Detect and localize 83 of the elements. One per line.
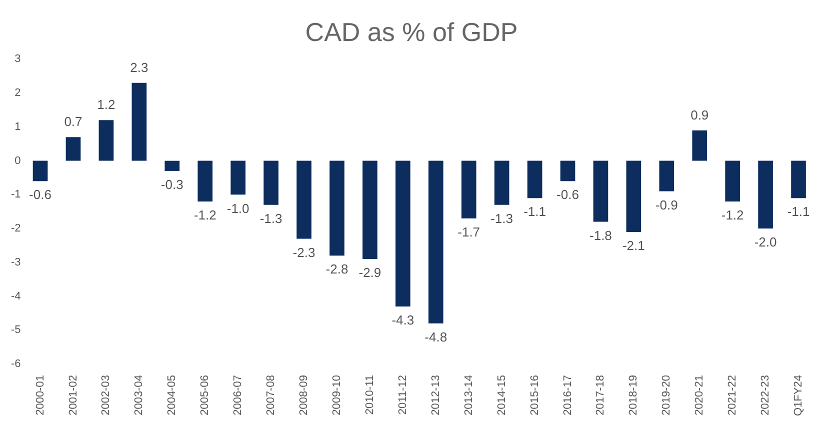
bar <box>198 160 213 202</box>
x-tick-label: 2003-04 <box>133 375 146 416</box>
x-tick-label: 2006-07 <box>232 375 244 416</box>
x-tick-label: 2022-23 <box>760 375 772 416</box>
x-tick-label: 2014-15 <box>496 375 508 416</box>
x-tick-label: 2010-11 <box>364 375 376 415</box>
data-label: 0.7 <box>64 114 82 130</box>
data-label: 0.9 <box>690 107 709 122</box>
y-tick-label: -5 <box>11 324 21 336</box>
data-label: -1.1 <box>787 204 810 220</box>
y-tick-label: -3 <box>11 256 21 268</box>
bar <box>461 160 476 218</box>
data-label: -0.6 <box>29 187 52 202</box>
bar <box>428 160 444 324</box>
data-label: -0.6 <box>556 187 579 202</box>
data-label: -1.1 <box>524 204 546 220</box>
bar <box>560 160 576 182</box>
x-tick-label: 2002-03 <box>100 375 112 416</box>
x-tick-label: 2000-01 <box>34 375 46 416</box>
bar <box>725 160 740 202</box>
data-label: -2.3 <box>292 244 316 260</box>
y-tick-label: -4 <box>11 290 21 302</box>
x-tick-label: 2009-10 <box>331 375 344 416</box>
x-tick-label: 2012-13 <box>430 375 442 416</box>
data-label: 2.3 <box>130 60 148 75</box>
chart-title: CAD as % of GDP <box>305 16 518 47</box>
bar <box>32 160 48 182</box>
data-label: -4.3 <box>392 312 414 328</box>
data-label: -4.8 <box>424 329 448 344</box>
bar <box>132 82 147 161</box>
bar <box>330 160 344 256</box>
data-label: -1.3 <box>490 210 514 226</box>
y-tick-label: 1 <box>14 120 21 133</box>
x-tick-label: 2013-14 <box>462 375 475 416</box>
data-label: -2.0 <box>754 234 777 250</box>
x-tick-label: 2005-06 <box>199 375 212 416</box>
y-tick-label: 3 <box>14 53 21 66</box>
bar <box>593 160 608 222</box>
bar <box>296 160 312 239</box>
x-tick-label: 2021-22 <box>726 375 739 416</box>
bar <box>164 160 180 171</box>
data-label: -0.9 <box>655 197 678 212</box>
y-tick-label: -2 <box>11 222 21 235</box>
bar <box>527 160 542 198</box>
data-label: -0.3 <box>160 177 184 192</box>
y-tick-label: 2 <box>14 87 21 100</box>
x-tick-label: 2019-20 <box>660 375 673 416</box>
x-tick-label: 2018-19 <box>628 375 640 416</box>
x-tick-label: 2004-05 <box>166 375 178 416</box>
bar <box>758 160 773 229</box>
data-label: -1.2 <box>194 208 216 223</box>
bar <box>692 130 708 161</box>
bar <box>230 160 246 195</box>
data-label: -2.1 <box>622 238 645 254</box>
data-label: -1.0 <box>226 200 250 216</box>
x-tick-label: 2015-16 <box>528 375 541 416</box>
data-label: -1.8 <box>590 228 612 243</box>
data-label: -2.9 <box>358 265 382 280</box>
x-tick-label: 2020-21 <box>694 375 706 416</box>
x-tick-label: 2001-02 <box>67 375 80 416</box>
bar <box>791 160 806 198</box>
x-tick-label: 2016-17 <box>562 375 574 416</box>
x-tick-label: 2007-08 <box>265 375 278 416</box>
data-label: -2.8 <box>326 262 348 277</box>
data-label: 1.2 <box>97 97 116 112</box>
bar <box>494 160 510 205</box>
data-label: -1.7 <box>458 224 480 240</box>
data-label: -1.2 <box>721 208 744 223</box>
data-label: -1.3 <box>260 210 282 226</box>
bar <box>659 160 674 192</box>
y-tick-label: -6 <box>11 358 21 370</box>
bar <box>626 160 642 232</box>
x-tick-label: 2008-09 <box>298 375 310 416</box>
bar <box>98 120 114 161</box>
x-tick-label: 2017-18 <box>594 375 607 416</box>
bar <box>66 137 81 161</box>
y-tick-label: 0 <box>14 154 21 167</box>
bar <box>395 160 410 306</box>
x-tick-label: Q1FY24 <box>792 375 805 416</box>
x-tick-label: 2011-12 <box>396 375 409 415</box>
y-tick-label: -1 <box>11 188 21 201</box>
bar <box>362 160 378 260</box>
bar <box>264 160 278 205</box>
